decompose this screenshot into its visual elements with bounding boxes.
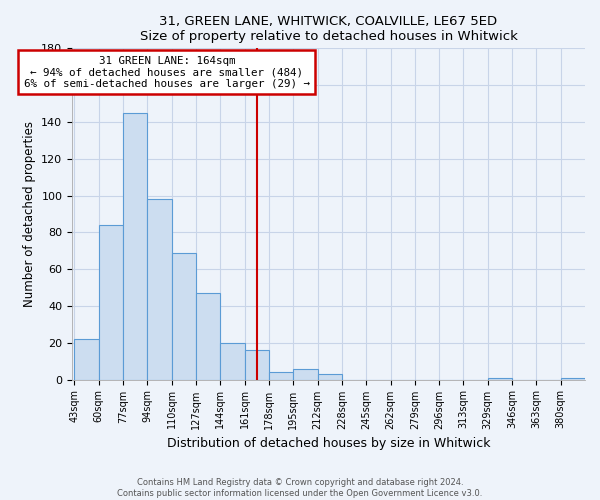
Bar	[245, 350, 269, 380]
X-axis label: Distribution of detached houses by size in Whitwick: Distribution of detached houses by size …	[167, 437, 490, 450]
Text: 31 GREEN LANE: 164sqm
← 94% of detached houses are smaller (484)
6% of semi-deta: 31 GREEN LANE: 164sqm ← 94% of detached …	[24, 56, 310, 89]
Bar	[148, 199, 172, 380]
Y-axis label: Number of detached properties: Number of detached properties	[23, 121, 35, 307]
Bar	[293, 368, 317, 380]
Bar	[74, 339, 99, 380]
Bar	[317, 374, 342, 380]
Bar	[220, 343, 245, 380]
Bar	[269, 372, 293, 380]
Bar	[123, 112, 148, 380]
Title: 31, GREEN LANE, WHITWICK, COALVILLE, LE67 5ED
Size of property relative to detac: 31, GREEN LANE, WHITWICK, COALVILLE, LE6…	[140, 15, 517, 43]
Bar	[196, 293, 220, 380]
Bar	[99, 225, 123, 380]
Bar	[488, 378, 512, 380]
Bar	[560, 378, 585, 380]
Bar	[172, 252, 196, 380]
Text: Contains HM Land Registry data © Crown copyright and database right 2024.
Contai: Contains HM Land Registry data © Crown c…	[118, 478, 482, 498]
